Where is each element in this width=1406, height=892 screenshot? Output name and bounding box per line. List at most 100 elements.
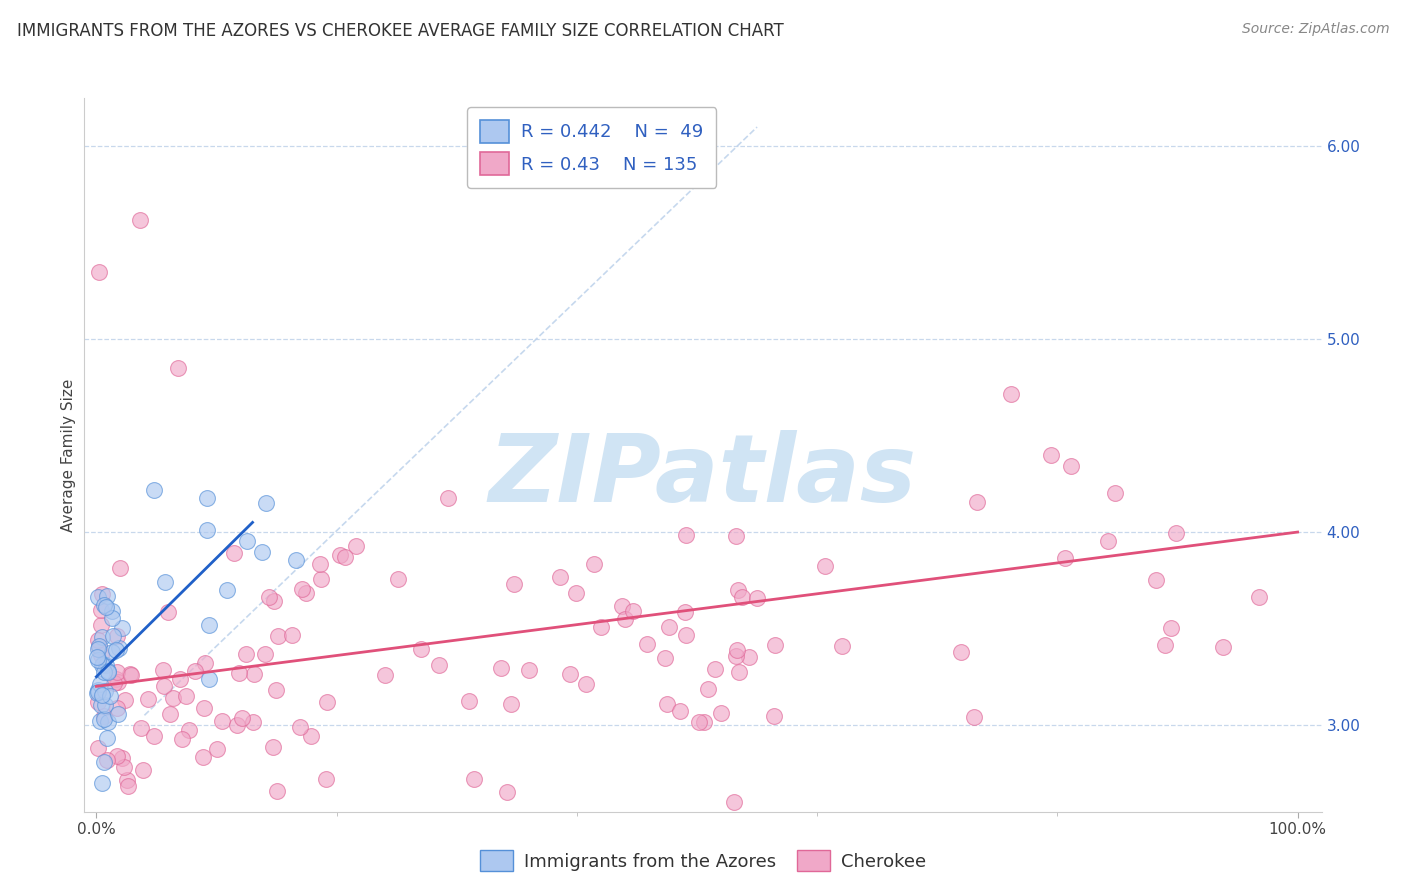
Point <box>105 700 128 714</box>
Point <box>194 656 217 670</box>
Point <box>87 639 110 653</box>
Point <box>96 589 118 603</box>
Point <box>101 604 124 618</box>
Point <box>96 600 118 615</box>
Point <box>621 604 644 618</box>
Point <box>87 640 110 654</box>
Point <box>266 683 288 698</box>
Point <box>731 590 754 604</box>
Point <box>93 665 115 679</box>
Point <box>724 529 747 543</box>
Point <box>153 575 176 590</box>
Point <box>104 673 127 687</box>
Point <box>266 784 288 798</box>
Point <box>129 721 152 735</box>
Point <box>103 676 125 690</box>
Point <box>315 695 337 709</box>
Point <box>737 650 759 665</box>
Point <box>94 683 117 698</box>
Point <box>111 621 134 635</box>
Point <box>548 570 571 584</box>
Point <box>177 723 200 737</box>
Point <box>86 695 108 709</box>
Point <box>142 729 165 743</box>
Point <box>91 657 114 671</box>
Point <box>763 638 786 652</box>
Point <box>115 773 138 788</box>
Point <box>97 714 120 729</box>
Point <box>710 706 733 721</box>
Point <box>101 645 124 659</box>
Point <box>107 640 129 655</box>
Point <box>565 585 588 599</box>
Point <box>86 649 108 664</box>
Point <box>463 772 485 786</box>
Point <box>96 657 118 672</box>
Point <box>963 710 986 724</box>
Point <box>198 672 221 686</box>
Point <box>96 731 118 745</box>
Point <box>195 491 218 505</box>
Point <box>93 755 115 769</box>
Point <box>101 629 124 643</box>
Point <box>211 714 233 728</box>
Point <box>93 712 115 726</box>
Point <box>1153 638 1175 652</box>
Point <box>108 561 131 575</box>
Point <box>329 548 352 562</box>
Point <box>87 653 110 667</box>
Point <box>89 714 111 729</box>
Point <box>589 620 612 634</box>
Point <box>654 650 676 665</box>
Point <box>105 665 128 679</box>
Point <box>344 539 367 553</box>
Point <box>222 546 245 560</box>
Point <box>1000 387 1022 401</box>
Point <box>1097 534 1119 549</box>
Point <box>259 590 281 604</box>
Point <box>613 612 636 626</box>
Point <box>86 686 108 700</box>
Point <box>89 677 111 691</box>
Point <box>205 742 228 756</box>
Point <box>132 763 155 777</box>
Point <box>636 637 658 651</box>
Point <box>831 640 853 654</box>
Point <box>502 577 524 591</box>
Point <box>101 611 124 625</box>
Point <box>170 732 193 747</box>
Point <box>114 692 136 706</box>
Point <box>96 665 118 679</box>
Point <box>98 689 121 703</box>
Point <box>118 666 141 681</box>
Point <box>762 708 785 723</box>
Point <box>675 527 697 541</box>
Point <box>87 683 110 698</box>
Point <box>107 674 129 689</box>
Point <box>90 618 112 632</box>
Point <box>225 717 247 731</box>
Point <box>111 751 134 765</box>
Point <box>152 663 174 677</box>
Point <box>1059 459 1081 474</box>
Point <box>1166 526 1188 541</box>
Point <box>105 643 128 657</box>
Point <box>162 690 184 705</box>
Point <box>610 599 633 614</box>
Point <box>675 628 697 642</box>
Point <box>231 711 253 725</box>
Point <box>87 642 110 657</box>
Point <box>90 603 112 617</box>
Point <box>704 662 727 676</box>
Point <box>489 661 512 675</box>
Point <box>949 645 972 659</box>
Point <box>1144 573 1167 587</box>
Point <box>583 557 606 571</box>
Text: IMMIGRANTS FROM THE AZORES VS CHEROKEE AVERAGE FAMILY SIZE CORRELATION CHART: IMMIGRANTS FROM THE AZORES VS CHEROKEE A… <box>17 22 783 40</box>
Point <box>120 668 142 682</box>
Point <box>174 690 197 704</box>
Point <box>243 666 266 681</box>
Point <box>153 679 176 693</box>
Point <box>575 677 598 691</box>
Point <box>295 585 318 599</box>
